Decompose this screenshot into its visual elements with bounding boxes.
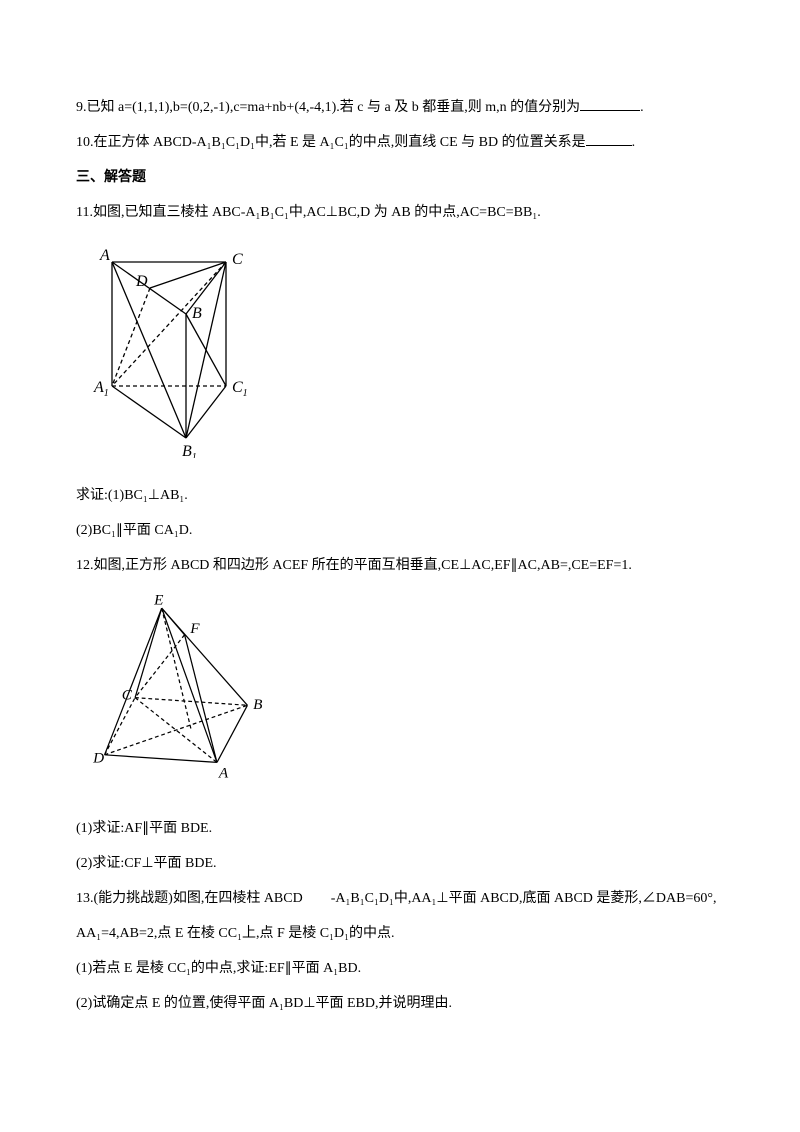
- svg-text:B: B: [192, 305, 202, 322]
- q11-prove-2: (2)BC₁∥平面 CA₁D.: [76, 513, 724, 548]
- question-12: 12.如图,正方形 ABCD 和四边形 ACEF 所在的平面互相垂直,CE⊥AC…: [76, 548, 724, 583]
- section-3-heading: 三、解答题: [76, 160, 724, 195]
- q10-tail: .: [632, 135, 636, 150]
- question-13-line1: 13.(能力挑战题)如图,在四棱柱 ABCD -A₁B₁C₁D₁中,AA₁⊥平面…: [76, 881, 724, 916]
- blank-q10: [586, 131, 632, 146]
- q13-prove-2: (2)试确定点 E 的位置,使得平面 A₁BD⊥平面 EBD,并说明理由.: [76, 986, 724, 1021]
- svg-text:F: F: [189, 620, 200, 637]
- q11-prove-1: 求证:(1)BC₁⊥AB₁.: [76, 478, 724, 513]
- svg-text:B1: B1: [182, 443, 197, 458]
- svg-text:C1: C1: [232, 379, 248, 399]
- svg-text:A: A: [218, 765, 229, 782]
- svg-text:B: B: [253, 696, 262, 713]
- figure-2: E F C B A D: [76, 591, 724, 805]
- svg-text:A: A: [99, 247, 110, 264]
- figure-2-svg: E F C B A D: [76, 591, 276, 791]
- q13b: -A₁B₁C₁D₁中,AA₁⊥平面 ABCD,底面 ABCD 是菱形,∠DAB=…: [331, 891, 717, 906]
- svg-text:E: E: [153, 591, 164, 608]
- svg-text:C: C: [122, 687, 133, 704]
- svg-text:C: C: [232, 251, 243, 268]
- q9-text: 9.已知 a=(1,1,1),b=(0,2,-1),c=ma+nb+(4,-4,…: [76, 100, 580, 115]
- question-11: 11.如图,已知直三棱柱 ABC-A₁B₁C₁中,AC⊥BC,D 为 AB 的中…: [76, 195, 724, 230]
- figure-1-svg: A C B D A1 C1 B1: [76, 238, 256, 458]
- svg-text:D: D: [92, 749, 104, 766]
- q9-tail: .: [640, 100, 644, 115]
- q10-text: 10.在正方体 ABCD-A₁B₁C₁D₁中,若 E 是 A₁C₁的中点,则直线…: [76, 135, 586, 150]
- blank-q9: [580, 96, 640, 111]
- page: 9.已知 a=(1,1,1),b=(0,2,-1),c=ma+nb+(4,-4,…: [0, 0, 800, 1061]
- q12-prove-2: (2)求证:CF⊥平面 BDE.: [76, 846, 724, 881]
- figure-1: A C B D A1 C1 B1: [76, 238, 724, 472]
- svg-text:A1: A1: [93, 379, 109, 399]
- question-10: 10.在正方体 ABCD-A₁B₁C₁D₁中,若 E 是 A₁C₁的中点,则直线…: [76, 125, 724, 160]
- q12-prove-1: (1)求证:AF∥平面 BDE.: [76, 811, 724, 846]
- q13-prove-1: (1)若点 E 是棱 CC₁的中点,求证:EF∥平面 A₁BD.: [76, 951, 724, 986]
- q13a: 13.(能力挑战题)如图,在四棱柱 ABCD: [76, 891, 303, 906]
- question-9: 9.已知 a=(1,1,1),b=(0,2,-1),c=ma+nb+(4,-4,…: [76, 90, 724, 125]
- svg-text:D: D: [135, 273, 148, 290]
- question-13-line2: AA₁=4,AB=2,点 E 在棱 CC₁上,点 F 是棱 C₁D₁的中点.: [76, 916, 724, 951]
